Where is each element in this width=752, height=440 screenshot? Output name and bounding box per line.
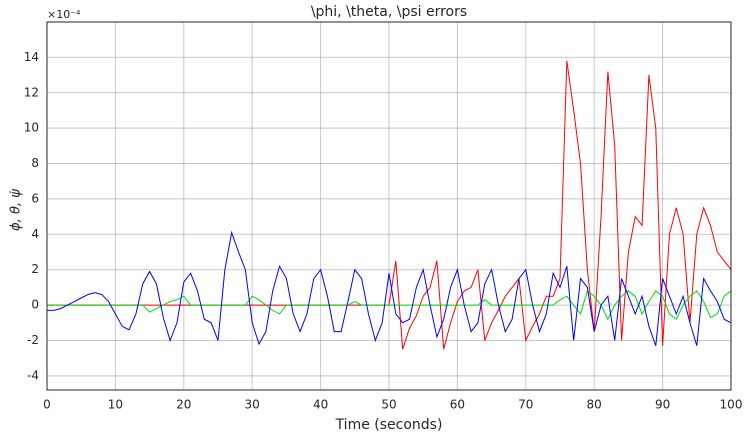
- x-tick-label: 0: [43, 398, 51, 412]
- x-tick-label: 60: [450, 398, 465, 412]
- y-tick-label: 8: [31, 156, 39, 170]
- x-tick-label: 10: [108, 398, 123, 412]
- y-tick-label: -4: [27, 368, 39, 382]
- axes-box: [46, 21, 732, 391]
- x-tick-label: 70: [518, 398, 533, 412]
- y-tick-label: 2: [31, 262, 39, 276]
- data-line: [47, 230, 732, 346]
- x-tick-label: 40: [313, 398, 328, 412]
- x-tick-label: 90: [655, 398, 670, 412]
- x-tick-label: 100: [720, 398, 743, 412]
- x-axis-label: Time (seconds): [335, 417, 443, 433]
- x-tick-label: 20: [176, 398, 191, 412]
- x-tick-label: 50: [381, 398, 396, 412]
- y-tick-label: 14: [24, 50, 39, 64]
- x-tick-label: 30: [245, 398, 260, 412]
- chart-title: \phi, \theta, \psi errors: [311, 4, 467, 20]
- y-tick-label: 4: [31, 227, 39, 241]
- x-tick-label: 80: [587, 398, 602, 412]
- y-axis-label: ϕ, θ, ψ̇: [9, 189, 24, 231]
- y-exponent: ×10⁻⁴: [47, 8, 81, 21]
- y-tick-label: 6: [31, 191, 39, 205]
- y-tick-label: 10: [24, 121, 39, 135]
- y-tick-label: -2: [27, 333, 39, 347]
- y-tick-label: 12: [24, 85, 39, 99]
- y-tick-label: 0: [31, 298, 39, 312]
